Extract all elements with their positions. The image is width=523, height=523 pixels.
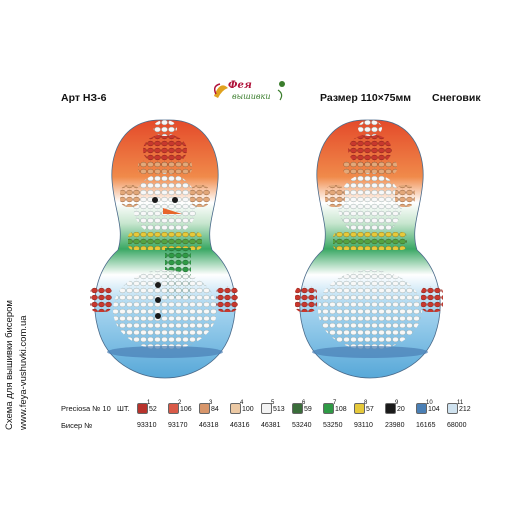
legend-number: 6	[302, 400, 306, 406]
legend-bead-code: 16165	[416, 422, 436, 429]
legend-count: 57	[366, 406, 374, 413]
pcs-label: ШТ.	[117, 404, 130, 413]
legend-swatch	[447, 403, 458, 414]
legend-number: 5	[271, 400, 275, 406]
legend-swatch	[292, 403, 303, 414]
legend-count: 104	[428, 406, 440, 413]
left-ornament	[90, 119, 238, 379]
legend-bead-code: 53240	[292, 422, 312, 429]
legend-swatch	[354, 403, 365, 414]
legend-number: 3	[209, 400, 213, 406]
design-title: Снеговик	[432, 92, 481, 104]
legend-count: 212	[459, 406, 471, 413]
legend-swatch	[199, 403, 210, 414]
legend-swatch	[261, 403, 272, 414]
legend-swatch	[323, 403, 334, 414]
right-ornament	[295, 119, 443, 379]
legend-number: 2	[178, 400, 182, 406]
bead-legend: Preciosa № 10 ШТ. Бисер № 1 52 93310 2 106 93…	[0, 400, 523, 450]
legend-count: 513	[273, 406, 285, 413]
legend-swatch	[385, 403, 396, 414]
legend-number: 1	[147, 400, 151, 406]
legend-count: 20	[397, 406, 405, 413]
legend-swatch	[230, 403, 241, 414]
legend-number: 8	[364, 400, 368, 406]
legend-count: 84	[211, 406, 219, 413]
legend-bead-code: 46316	[230, 422, 250, 429]
legend-count: 59	[304, 406, 312, 413]
legend-swatch	[137, 403, 148, 414]
legend-bead-code: 46381	[261, 422, 281, 429]
logo-text-main: Фея	[228, 80, 252, 91]
article-number: Арт НЗ-6	[61, 92, 107, 104]
legend-bead-code: 23980	[385, 422, 405, 429]
legend-bead-code: 93110	[354, 422, 373, 429]
legend-swatch	[416, 403, 427, 414]
legend-bead-code: 53250	[323, 422, 343, 429]
legend-number: 11	[457, 400, 464, 406]
legend-swatch	[168, 403, 179, 414]
legend-number: 10	[426, 400, 433, 406]
fairy-logo-icon	[213, 81, 285, 101]
legend-number: 4	[240, 400, 244, 406]
bead-number-label: Бисер №	[61, 421, 93, 430]
legend-count: 52	[149, 406, 157, 413]
legend-count: 106	[180, 406, 192, 413]
logo-text-sub: вышивки	[232, 92, 271, 101]
size-label: Размер 110×75мм	[320, 92, 412, 104]
legend-number: 9	[395, 400, 399, 406]
legend-bead-code: 93310	[137, 422, 157, 429]
embroidery-pattern-art	[90, 119, 443, 379]
legend-count: 108	[335, 406, 347, 413]
preciosa-label: Preciosa № 10	[61, 404, 111, 413]
legend-bead-code: 68000	[447, 422, 467, 429]
legend-bead-code: 93170	[168, 422, 188, 429]
legend-count: 100	[242, 406, 254, 413]
legend-bead-code: 46318	[199, 422, 219, 429]
legend-number: 7	[333, 400, 337, 406]
